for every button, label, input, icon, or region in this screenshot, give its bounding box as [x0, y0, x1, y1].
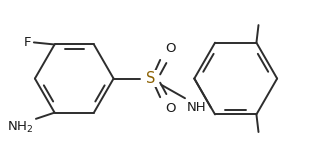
Text: O: O — [165, 42, 176, 55]
Text: NH: NH — [187, 101, 207, 114]
Text: F: F — [24, 36, 31, 49]
Text: O: O — [165, 102, 176, 115]
Text: S: S — [146, 71, 156, 86]
Text: NH$_2$: NH$_2$ — [7, 120, 34, 135]
